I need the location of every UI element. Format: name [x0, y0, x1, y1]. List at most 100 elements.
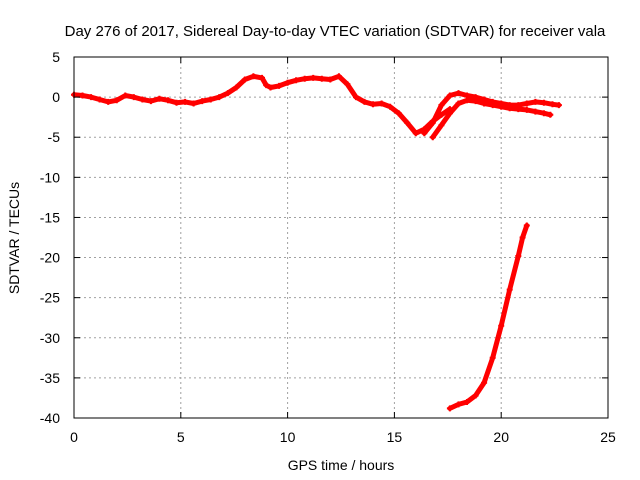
- data-point: [481, 379, 488, 386]
- data-point: [344, 81, 351, 88]
- data-point: [370, 101, 376, 108]
- data-point: [472, 392, 479, 399]
- data-point: [301, 75, 308, 82]
- data-point: [481, 100, 488, 107]
- y-tick-label: -30: [40, 330, 60, 346]
- chart-title: Day 276 of 2017, Sidereal Day-to-day VTE…: [65, 23, 606, 40]
- y-tick-label: -10: [40, 169, 60, 185]
- y-tick-label: -35: [40, 370, 60, 386]
- data-point: [224, 90, 231, 97]
- data-point: [429, 134, 436, 141]
- data-point: [190, 100, 197, 107]
- data-point: [498, 322, 505, 329]
- data-point: [182, 98, 189, 105]
- data-point: [489, 102, 496, 109]
- data-point: [207, 96, 214, 103]
- x-axis-label: GPS time / hours: [288, 457, 395, 473]
- data-point: [267, 84, 274, 91]
- grid-lines: [74, 57, 608, 418]
- y-tick-label: -40: [40, 410, 60, 426]
- data-point: [540, 110, 547, 117]
- data-point: [523, 106, 530, 113]
- y-tick-label: -25: [40, 290, 60, 306]
- data-point: [532, 98, 539, 105]
- data-point: [489, 354, 496, 361]
- plot-frame: [73, 56, 609, 419]
- data-point: [438, 122, 445, 129]
- series-line-1: [71, 73, 453, 136]
- data-point: [523, 222, 530, 229]
- data-point: [79, 92, 86, 99]
- y-tick-label: -20: [40, 250, 60, 266]
- data-point: [446, 110, 453, 117]
- data-point: [241, 76, 248, 83]
- data-point: [387, 103, 394, 110]
- data-point: [173, 99, 180, 106]
- data-point: [361, 98, 368, 105]
- data-point: [540, 99, 547, 106]
- data-point: [506, 286, 513, 293]
- data-series: [71, 73, 562, 412]
- axis-ticks: [73, 56, 609, 419]
- data-point: [446, 92, 453, 99]
- data-point: [455, 90, 462, 97]
- data-point: [139, 96, 146, 103]
- data-point: [310, 74, 317, 81]
- data-point: [472, 98, 479, 105]
- data-point: [455, 100, 462, 107]
- y-tick-label: 0: [52, 89, 60, 105]
- data-point: [498, 103, 505, 110]
- data-point: [506, 105, 513, 112]
- data-point: [429, 119, 436, 126]
- x-tick-label: 25: [600, 429, 616, 445]
- data-point: [216, 94, 223, 101]
- data-point: [130, 94, 137, 101]
- data-point: [464, 97, 470, 104]
- data-point: [532, 108, 539, 115]
- data-point: [263, 82, 270, 89]
- y-tick-label: -5: [48, 129, 61, 145]
- data-point: [421, 130, 428, 137]
- data-point: [335, 73, 342, 80]
- data-point: [105, 98, 112, 105]
- data-point: [515, 253, 522, 259]
- data-point: [293, 77, 300, 84]
- data-point: [412, 130, 419, 137]
- data-point: [378, 100, 385, 107]
- data-point: [438, 102, 445, 109]
- data-point: [353, 94, 359, 101]
- data-point: [549, 101, 556, 108]
- data-point: [515, 106, 522, 113]
- data-point: [464, 399, 470, 405]
- data-point: [96, 96, 103, 103]
- data-point: [404, 119, 411, 126]
- x-tick-label: 0: [70, 429, 78, 445]
- x-tick-label: 15: [387, 429, 403, 445]
- x-tick-label: 20: [493, 429, 509, 445]
- data-point: [455, 401, 462, 408]
- data-point: [156, 95, 163, 102]
- data-point: [199, 98, 206, 105]
- data-point: [88, 94, 95, 101]
- x-tick-label: 10: [280, 429, 296, 445]
- data-point: [165, 97, 171, 104]
- series-line-4: [447, 223, 530, 411]
- data-point: [395, 110, 402, 117]
- data-point: [276, 82, 283, 89]
- x-tick-label: 5: [177, 429, 185, 445]
- data-point: [327, 76, 334, 83]
- data-point: [122, 92, 129, 99]
- data-point: [284, 79, 291, 86]
- tick-labels: 0 5 10 15 20 25 5 0 -5 -10 -15 -20 -25 -30 -35 -40: [40, 49, 616, 445]
- data-point: [555, 102, 562, 109]
- y-axis-label: SDTVAR / TECUs: [6, 182, 22, 294]
- data-point: [233, 84, 240, 91]
- data-point: [519, 234, 526, 241]
- y-tick-label: 5: [52, 49, 60, 65]
- data-point: [259, 74, 265, 81]
- data-point: [547, 111, 554, 118]
- data-point: [250, 73, 257, 80]
- data-point: [318, 75, 325, 82]
- data-point: [147, 98, 154, 105]
